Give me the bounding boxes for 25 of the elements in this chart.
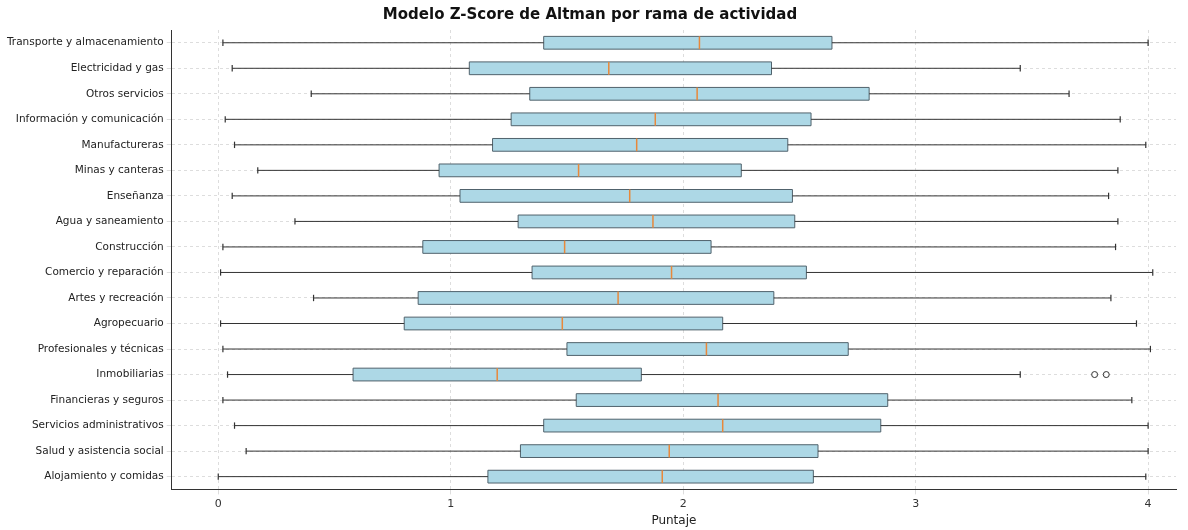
x-tick-label: 2	[679, 496, 687, 510]
x-tick-label: 3	[912, 496, 920, 510]
y-tick-label: Minas y canteras	[74, 163, 164, 176]
y-tick-label: Electricidad y gas	[70, 61, 164, 74]
x-tick-label: 4	[1144, 496, 1152, 510]
y-tick-label: Información y comunicación	[15, 112, 164, 125]
x-tick-label: 0	[214, 496, 222, 510]
y-tick-label: Inmobiliarias	[96, 367, 164, 380]
y-tick-label: Artes y recreación	[68, 290, 164, 303]
x-axis-title: Puntaje	[651, 512, 697, 527]
y-tick-label: Enseñanza	[106, 188, 164, 201]
y-tick-label: Construcción	[95, 239, 164, 252]
y-tick-label: Otros servicios	[86, 86, 164, 99]
y-tick-label: Alojamiento y comidas	[44, 469, 164, 482]
y-tick-label: Manufactureras	[81, 137, 164, 150]
y-tick-label: Agropecuario	[93, 316, 164, 329]
y-tick-label: Transporte y almacenamiento	[5, 35, 164, 48]
y-tick-label: Agua y saneamiento	[55, 214, 164, 227]
y-tick-label: Servicios administrativos	[31, 418, 164, 431]
y-tick-label: Salud y asistencia social	[35, 443, 164, 456]
x-tick-label: 1	[447, 496, 455, 510]
y-tick-label: Financieras y seguros	[50, 392, 164, 405]
y-tick-label: Comercio y reparación	[45, 265, 164, 278]
chart-title: Modelo Z-Score de Altman por rama de actividad	[382, 4, 798, 23]
y-tick-label: Profesionales y técnicas	[37, 341, 164, 354]
